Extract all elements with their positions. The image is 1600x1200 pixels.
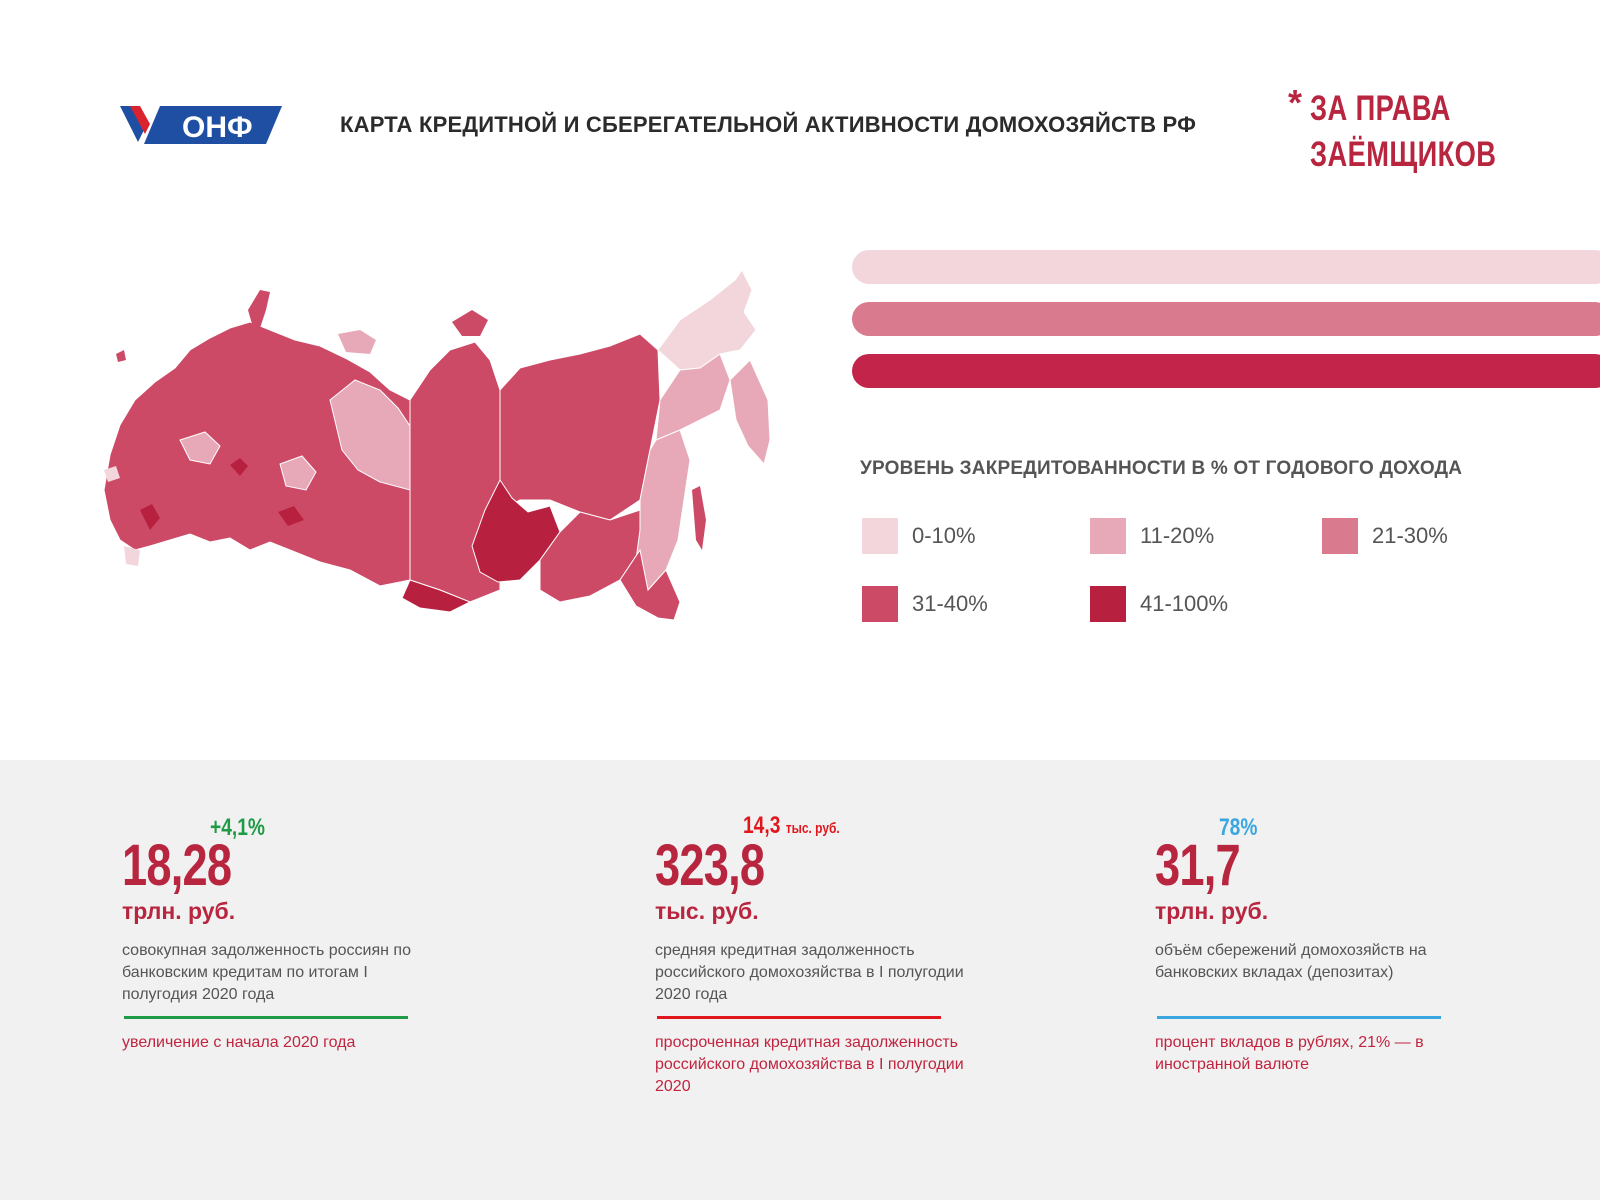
map-region-kaliningrad <box>116 350 126 362</box>
legend-swatch <box>862 586 898 622</box>
slogan-line-2: ЗАЁМЩИКОВ <box>1310 135 1497 174</box>
stat-unit: трлн. руб. <box>1155 898 1269 924</box>
map-region-kamchatka <box>729 359 771 466</box>
stat-description: совокупная задолженность россиян по банк… <box>122 942 411 1003</box>
legend-swatch <box>1090 586 1126 622</box>
map-region-sakhalin <box>692 486 706 550</box>
stats-panel: +4,1% 18,28 трлн. руб. совокупная задолж… <box>0 760 1600 1200</box>
legend-label: 0-10% <box>912 523 976 548</box>
stat-description: средняя кредитная задолженность российск… <box>655 942 964 1003</box>
map-region-taimyr-islands <box>452 310 488 336</box>
stat-note: увеличение с начала 2020 года <box>122 1034 356 1051</box>
map-region-novaya-zemlya <box>248 290 270 328</box>
stat-value: 18,28 <box>122 833 232 898</box>
map-region-urals-light <box>279 455 317 491</box>
map-region-center-light <box>179 431 221 465</box>
map-region-yakutia <box>499 333 661 521</box>
decor-bar-dark <box>852 354 1600 388</box>
onf-logo: ОНФ <box>120 106 282 144</box>
slogan-star: * <box>1288 82 1303 123</box>
slogan-line-1: ЗА ПРАВА <box>1310 89 1451 128</box>
map-region-chukotka <box>657 269 757 371</box>
legend-item-31-40: 31-40% <box>862 586 988 622</box>
stat-unit: трлн. руб. <box>122 898 236 924</box>
stat-change: +4,1% <box>210 814 265 841</box>
stat-divider <box>124 1016 408 1019</box>
stat-change-suffix: тыс. руб. <box>785 820 840 837</box>
map-region-amur <box>619 548 681 621</box>
map-region-moscow <box>230 458 248 476</box>
decor-bar-light <box>852 250 1600 284</box>
header: ОНФ КАРТА КРЕДИТНОЙ И СБЕРЕГАТЕЛЬНОЙ АКТ… <box>0 0 1600 200</box>
stat-description: объём сбережений домохозяйств на банковс… <box>1155 942 1427 981</box>
stat-value: 31,7 <box>1155 833 1241 898</box>
stat-note: процент вкладов в рублях, 21% — в иностр… <box>1155 1034 1424 1073</box>
map-region-altai <box>401 579 472 613</box>
legend-item-41-100: 41-100% <box>1090 586 1228 622</box>
stat-change: 14,3 тыс. руб. <box>743 812 840 840</box>
stat-divider <box>657 1016 941 1019</box>
legend-title: УРОВЕНЬ ЗАКРЕДИТОВАННОСТИ В % ОТ ГОДОВОГ… <box>860 458 1463 479</box>
legend-label: 21-30% <box>1372 523 1448 548</box>
stat-note: просроченная кредитная задолженность рос… <box>655 1034 964 1095</box>
map-region-caucasus <box>124 546 140 566</box>
stat-divider <box>1157 1016 1441 1019</box>
slogan: * ЗА ПРАВА ЗАЁМЩИКОВ <box>1288 82 1530 178</box>
stat-change-value: 14,3 <box>743 812 781 839</box>
legend-label: 41-100% <box>1140 591 1229 616</box>
map-region-ural-dark <box>278 506 304 526</box>
decor-bar-medium <box>852 302 1600 336</box>
stat-value: 323,8 <box>655 833 765 898</box>
russia-map <box>103 269 771 621</box>
legend-swatch <box>1322 518 1358 554</box>
legend-label: 31-40% <box>912 591 988 616</box>
legend-swatch <box>862 518 898 554</box>
legend-swatch <box>1090 518 1126 554</box>
logo-text: ОНФ <box>182 111 253 144</box>
stat-change: 78% <box>1219 814 1258 841</box>
legend-item-11-20: 11-20% <box>1090 518 1214 554</box>
stat-unit: тыс. руб. <box>655 898 759 924</box>
page-title: КАРТА КРЕДИТНОЙ И СБЕРЕГАТЕЛЬНОЙ АКТИВНО… <box>340 112 1197 137</box>
map-region-arctic-islands <box>338 330 376 354</box>
legend-item-21-30: 21-30% <box>1322 518 1448 554</box>
legend-item-0-10: 0-10% <box>862 518 976 554</box>
map-region-south-dark <box>140 504 160 530</box>
map-region-crimea <box>104 466 120 482</box>
legend-label: 11-20% <box>1140 523 1215 548</box>
